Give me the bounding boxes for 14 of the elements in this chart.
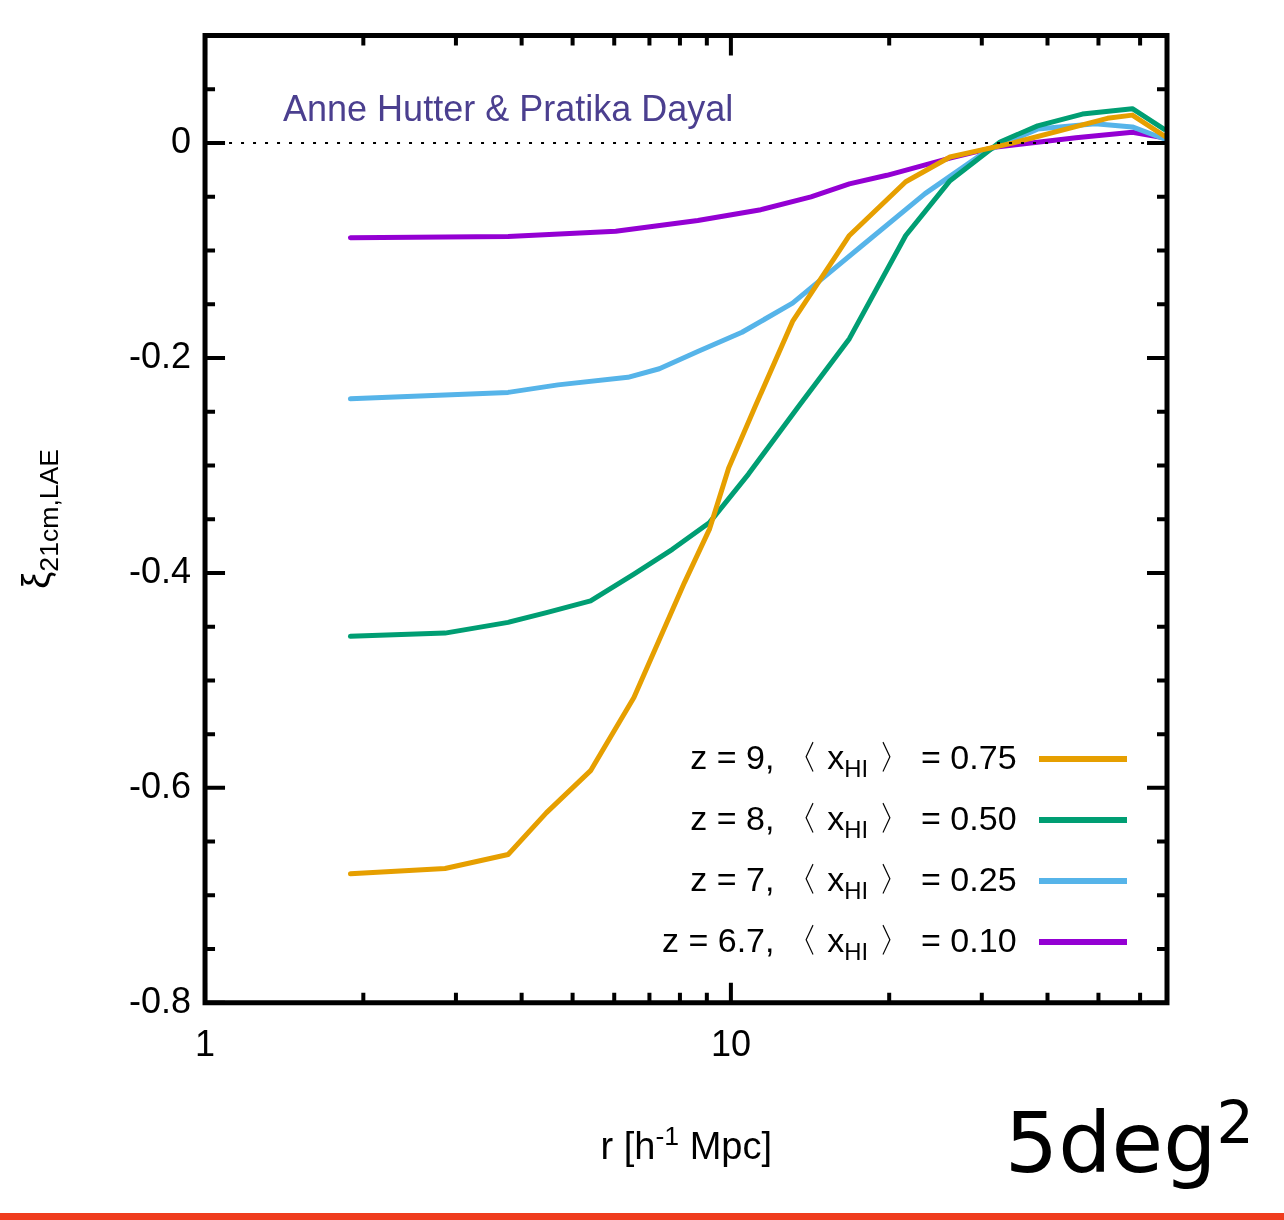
y-tick-label: -0.2 [128,334,192,376]
legend-label: z = 9, 〈 x$_{HI}$ 〉 = 0.75 [690,737,1017,784]
text: 5deg$^{2}$ [1004,1087,1254,1192]
y-tick-label: -0.8 [128,979,192,1021]
annotation: Anne Hutter & Pratika Dayal [283,87,734,130]
y-tick-label: 0 [171,119,192,161]
x-tick-label: 1 [195,1023,216,1065]
y-tick-label: -0.4 [128,549,192,591]
legend-label: z = 8, 〈 x$_{HI}$ 〉 = 0.50 [690,798,1017,845]
y-tick-label: -0.6 [128,764,192,806]
legend-label: z = 7, 〈 x$_{HI}$ 〉 = 0.25 [690,859,1017,906]
x-tick-label: 10 [710,1023,751,1065]
x-axis-title: r [h$^{-1}$ Mpc] [600,1120,772,1168]
legend-label: z = 6.7, 〈 x$_{HI}$ 〉 = 0.10 [662,920,1017,967]
